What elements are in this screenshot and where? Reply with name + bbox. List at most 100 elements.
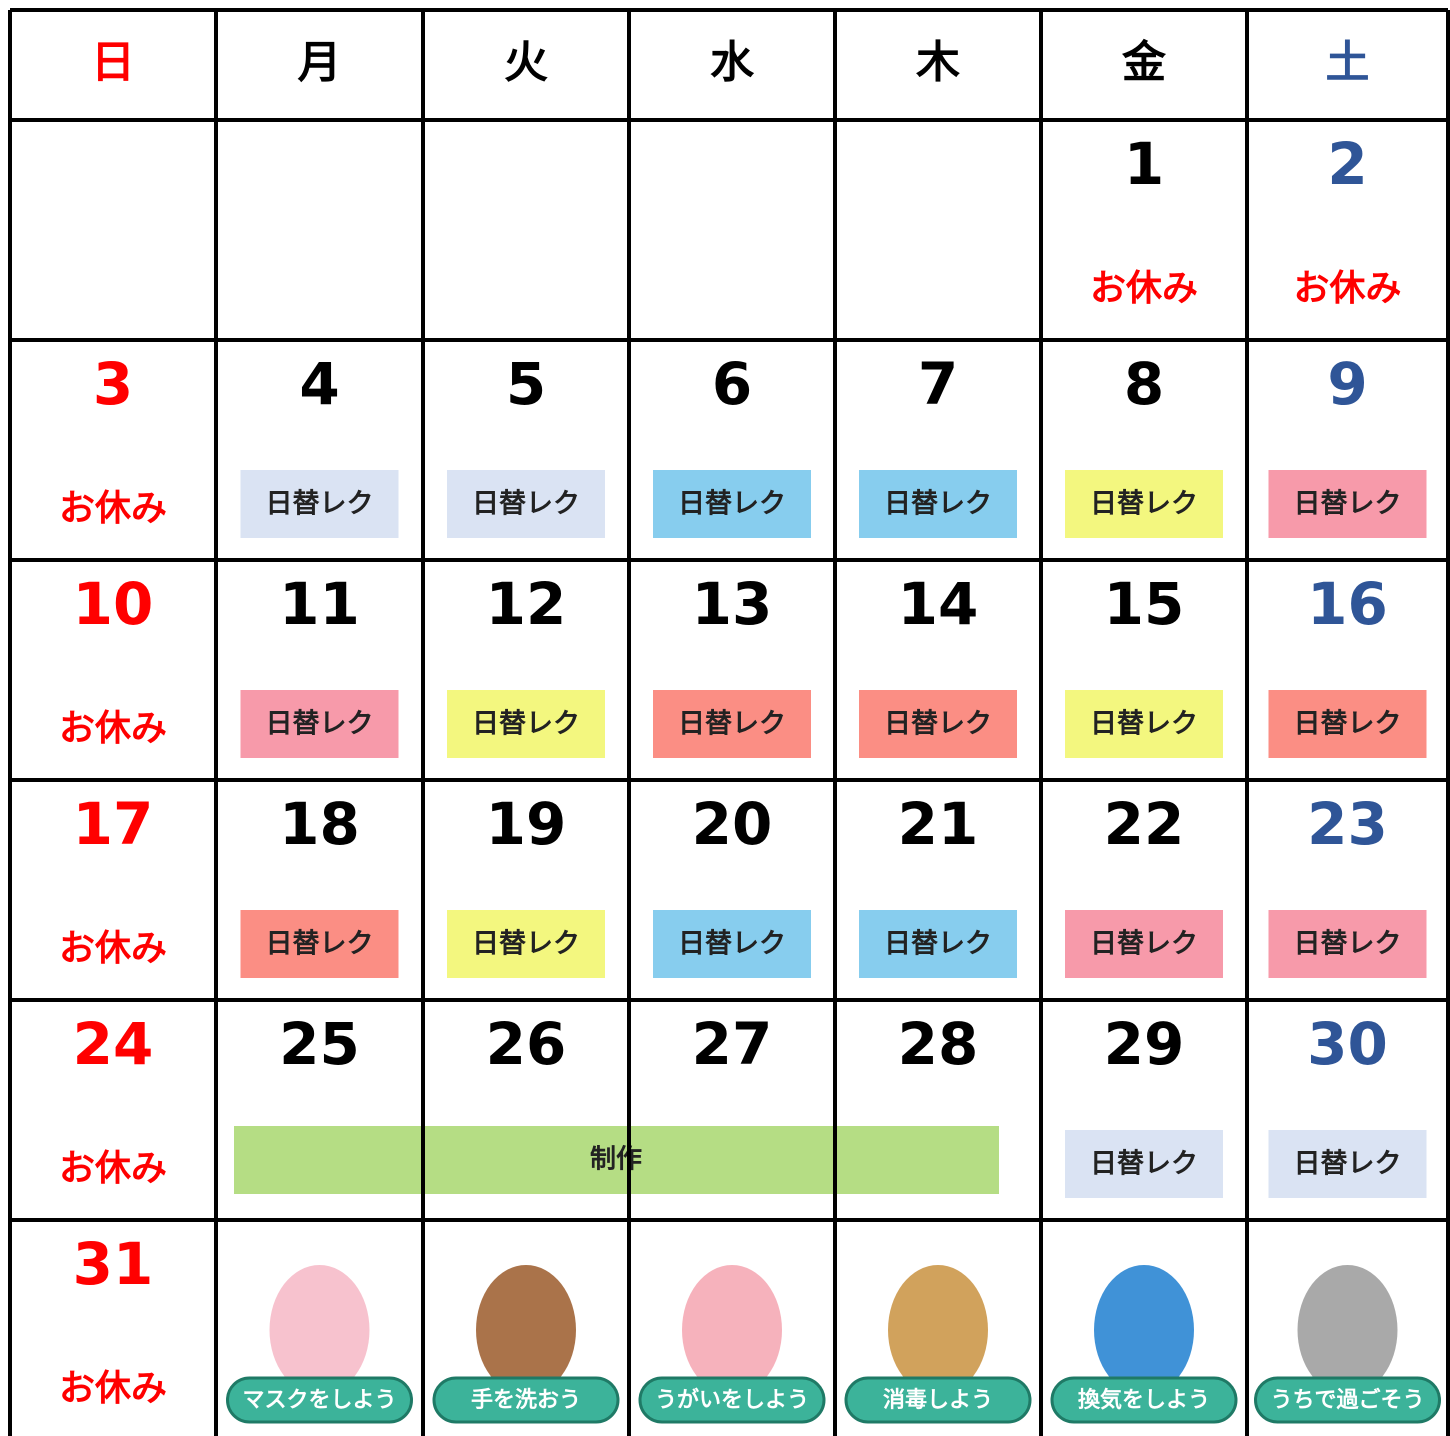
caption-pill: [1050, 1376, 1238, 1424]
holiday-note: お休み: [1090, 268, 1198, 309]
day-number: 1: [1124, 130, 1164, 198]
caption: マスクをしよう: [242, 1388, 396, 1413]
illustration: 消毒しよう: [844, 1265, 1032, 1424]
day-number: 6: [712, 350, 752, 418]
event-banner: [234, 1126, 999, 1194]
day-number: 13: [692, 570, 773, 638]
day-number: 30: [1307, 1010, 1388, 1078]
caption: うちで過ごそう: [1270, 1387, 1424, 1413]
event-label: 日替レク: [1294, 489, 1402, 520]
caption: うがいをしよう: [655, 1387, 809, 1413]
day-number: 8: [1124, 350, 1164, 418]
day-number: 27: [692, 1010, 773, 1078]
event-label: 日替レク: [1294, 709, 1402, 740]
day-number: 21: [898, 790, 979, 858]
event-box: [1268, 910, 1427, 978]
illustration-body: [1297, 1265, 1398, 1395]
event-box: [1065, 690, 1223, 758]
day-number: 18: [279, 790, 360, 858]
day-number: 15: [1104, 570, 1185, 638]
holiday-note: お休み: [59, 488, 167, 529]
day-number: 5: [506, 350, 546, 418]
holiday-note: お休み: [59, 708, 167, 749]
event-label: 日替レク: [472, 929, 580, 960]
event-label: 日替レク: [884, 489, 992, 520]
day-number: 14: [898, 570, 979, 638]
caption: 消毒しよう: [883, 1387, 993, 1413]
event-box: [859, 470, 1017, 538]
caption-pill: [1254, 1376, 1441, 1424]
day-number: 16: [1307, 570, 1388, 638]
event-box: [859, 910, 1017, 978]
caption: 換気をしよう: [1078, 1387, 1210, 1413]
day-number: 17: [73, 790, 154, 858]
illustration: 手を洗おう: [432, 1265, 620, 1424]
illustration-body: [269, 1265, 370, 1395]
holiday-note: お休み: [59, 928, 167, 969]
event-label: 日替レク: [472, 709, 580, 740]
event-box: [653, 910, 811, 978]
holiday-note: お休み: [59, 1368, 167, 1409]
event-box: [447, 910, 605, 978]
day-number: 26: [486, 1010, 567, 1078]
day-number: 11: [279, 570, 360, 638]
event-label: 日替レク: [678, 709, 786, 740]
event-label: 日替レク: [678, 489, 786, 520]
event-box: [1268, 470, 1427, 538]
day-number: 28: [898, 1010, 979, 1078]
event-box: [1065, 1130, 1223, 1198]
day-number: 24: [73, 1010, 154, 1078]
day-number: 9: [1327, 350, 1367, 418]
caption: 手を洗おう: [471, 1388, 581, 1413]
event-label: 日替レク: [1294, 929, 1402, 960]
event-box: [1268, 690, 1427, 758]
event-box: [447, 690, 605, 758]
event-label: 日替レク: [1090, 1149, 1198, 1180]
day-number: 7: [918, 350, 958, 418]
weekday-label: 日: [91, 37, 135, 88]
event-label: 日替レク: [884, 929, 992, 960]
holiday-note: お休み: [1293, 268, 1401, 309]
day-number: 3: [93, 350, 133, 418]
day-number: 22: [1104, 790, 1185, 858]
day-number: 19: [486, 790, 567, 858]
event-box: [653, 690, 811, 758]
event-label: 日替レク: [266, 929, 374, 960]
caption-pill: [638, 1376, 826, 1424]
weekday-label: 木: [916, 37, 960, 88]
weekday-label: 金: [1121, 37, 1167, 88]
holiday-note: お休み: [59, 1148, 167, 1189]
event-box: [1268, 1130, 1427, 1198]
illustration: うがいをしよう: [638, 1265, 826, 1424]
event-label: 日替レク: [1090, 489, 1198, 520]
day-number: 4: [299, 350, 339, 418]
event-label: 日替レク: [1090, 709, 1198, 740]
event-label: 日替レク: [884, 709, 992, 740]
event-box: [1065, 470, 1223, 538]
event-label: 日替レク: [266, 489, 374, 520]
event-label: 日替レク: [266, 709, 374, 740]
day-number: 23: [1307, 790, 1388, 858]
weekday-label: 火: [504, 37, 548, 88]
caption-pill: [844, 1376, 1032, 1424]
event-box: [240, 470, 399, 538]
event-box: [1065, 910, 1223, 978]
illustration-body: [1094, 1265, 1194, 1395]
day-number: 25: [279, 1010, 360, 1078]
illustration-body: [888, 1265, 988, 1395]
caption-pill: [226, 1376, 413, 1424]
event-box: [240, 910, 399, 978]
event-label: 日替レク: [1090, 929, 1198, 960]
event-label: 日替レク: [678, 929, 786, 960]
event-banner-label: 制作: [590, 1145, 642, 1175]
event-label: 日替レク: [472, 489, 580, 520]
weekday-label: 水: [710, 37, 755, 88]
event-box: [447, 470, 605, 538]
event-label: 日替レク: [1294, 1149, 1402, 1180]
day-number: 29: [1104, 1010, 1185, 1078]
event-box: [240, 690, 399, 758]
caption-pill: [432, 1376, 620, 1424]
illustration-body: [682, 1265, 782, 1395]
illustration: 換気をしよう: [1050, 1265, 1238, 1424]
